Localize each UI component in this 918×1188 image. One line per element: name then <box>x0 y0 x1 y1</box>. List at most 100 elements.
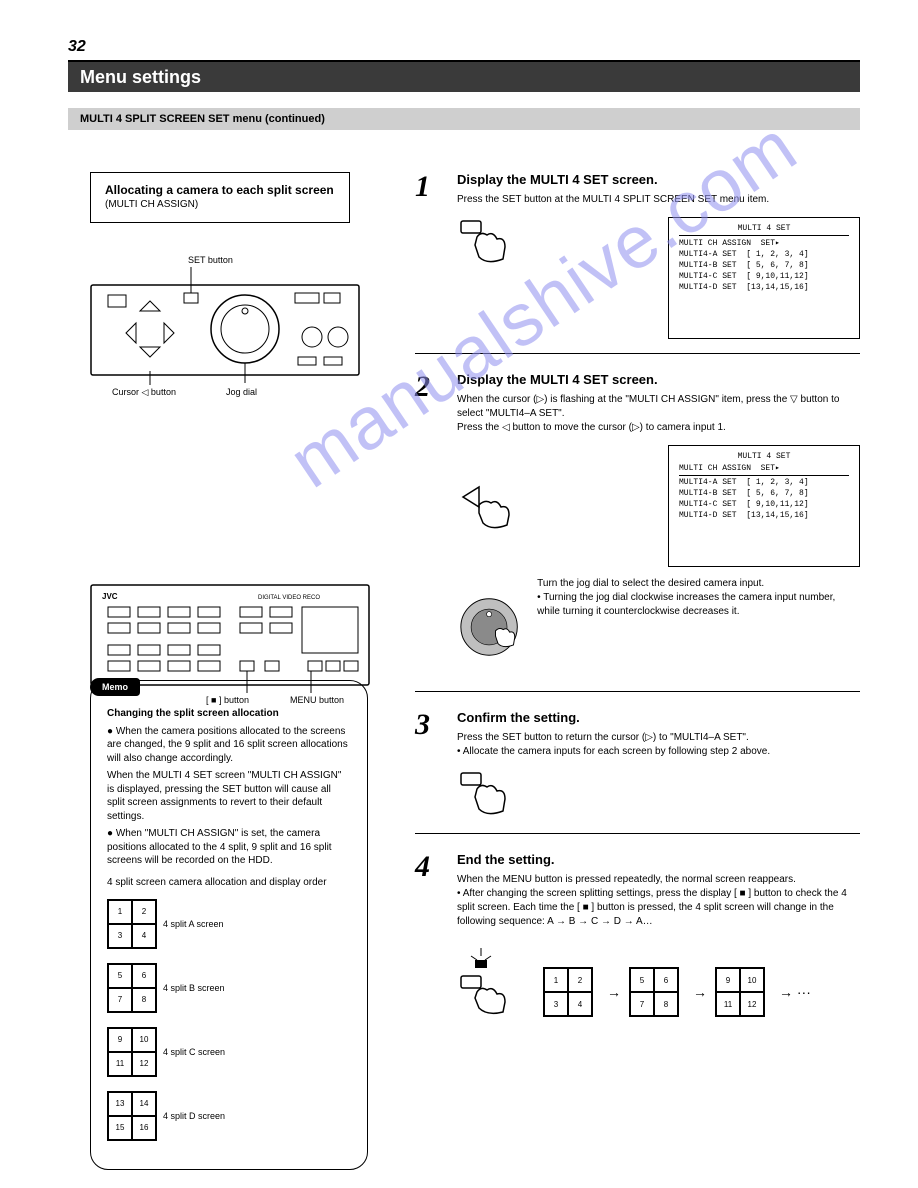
cell: 4 <box>568 992 592 1016</box>
cell: 2 <box>568 968 592 992</box>
cell: 3 <box>108 924 132 948</box>
cell: 11 <box>716 992 740 1016</box>
cell: 5 <box>630 968 654 992</box>
step-4-title: End the setting. <box>457 852 860 867</box>
chapter-bar: Menu settings <box>68 60 860 92</box>
cell: 12 <box>132 1052 156 1076</box>
control-panel-diagram: SET button Cursor ◁ button Jog dial <box>90 267 370 387</box>
step-number: 3 <box>415 710 443 819</box>
step-number: 2 <box>415 372 443 677</box>
screen-row: MULTI CH ASSIGN SET▸ <box>679 238 849 248</box>
chapter-title: Menu settings <box>68 62 860 92</box>
screen-row: MULTI4-B SET [ 5, 6, 7, 8] <box>679 489 849 498</box>
screen-row: MULTI4-C SET [ 9,10,11,12] <box>679 500 849 509</box>
cell: 16 <box>132 1116 156 1140</box>
step-2-sub: Turn the jog dial to select the desired … <box>537 577 860 619</box>
step-3: 3 Confirm the setting. Press the SET but… <box>415 710 860 819</box>
cell: 6 <box>132 964 156 988</box>
grid-label: 4 split A screen <box>163 918 224 930</box>
memo-p1: ● When the camera positions allocated to… <box>107 725 351 766</box>
memo-p2: When the MULTI 4 SET screen "MULTI CH AS… <box>107 769 351 823</box>
cell: 9 <box>716 968 740 992</box>
cell: 4 <box>132 924 156 948</box>
cell: 6 <box>654 968 678 992</box>
arrow-icon: → ··· <box>779 984 811 1000</box>
right-column: 1 Display the MULTI 4 SET screen. Press … <box>415 172 860 1029</box>
step-2-title: Display the MULTI 4 SET screen. <box>457 372 860 387</box>
step-number: 4 <box>415 852 443 1021</box>
cell: 1 <box>108 900 132 924</box>
grid-label: 4 split C screen <box>163 1046 225 1058</box>
grid-sequence: 12 34 → 56 78 → 910 1112 → ··· <box>543 963 811 1021</box>
label-set-button: SET button <box>188 255 233 265</box>
cell: 7 <box>630 992 654 1016</box>
screen-row: MULTI CH ASSIGN SET▸ <box>679 463 849 473</box>
cell: 13 <box>108 1092 132 1116</box>
cell: 9 <box>108 1028 132 1052</box>
panel-svg-1 <box>90 267 360 387</box>
cell: 10 <box>132 1028 156 1052</box>
memo-grid-b: 5 6 7 8 4 split B screen <box>107 959 351 1017</box>
label-cursor-left: Cursor ◁ button <box>112 387 176 398</box>
step-2: 2 Display the MULTI 4 SET screen. When t… <box>415 372 860 677</box>
cell: 5 <box>108 964 132 988</box>
memo-grid-c: 9 10 11 12 4 split C screen <box>107 1023 351 1081</box>
cell: 3 <box>544 992 568 1016</box>
step-3-text: Press the SET button to return the curso… <box>457 731 860 759</box>
memo-grid-d: 13 14 15 16 4 split D screen <box>107 1087 351 1145</box>
screen-row: MULTI4-D SET [13,14,15,16] <box>679 511 849 520</box>
topic-box: Allocating a camera to each split screen… <box>90 172 350 223</box>
screen-row: MULTI4-B SET [ 5, 6, 7, 8] <box>679 261 849 270</box>
screen-1: MULTI 4 SET MULTI CH ASSIGN SET▸ MULTI4-… <box>668 217 860 339</box>
arrow-icon: → <box>693 984 707 1000</box>
memo-heading: Changing the split screen allocation <box>107 707 351 721</box>
left-column: Allocating a camera to each split screen… <box>90 172 380 387</box>
cell: 7 <box>108 988 132 1012</box>
cell: 8 <box>654 992 678 1016</box>
memo-tab: Memo <box>90 678 140 696</box>
hand-press-left-icon <box>457 481 517 531</box>
step-1-text: Press the SET button at the MULTI 4 SPLI… <box>457 193 860 207</box>
screen-row: MULTI4-A SET [ 1, 2, 3, 4] <box>679 478 849 487</box>
step-1-title: Display the MULTI 4 SET screen. <box>457 172 860 187</box>
screen-2: MULTI 4 SET MULTI CH ASSIGN SET▸ MULTI4-… <box>668 445 860 567</box>
memo-box: Memo Changing the split screen allocatio… <box>90 680 368 1170</box>
label-jog-dial: Jog dial <box>226 387 257 397</box>
grid-label: 4 split B screen <box>163 982 225 994</box>
jog-dial-icon <box>457 577 521 677</box>
step-1: 1 Display the MULTI 4 SET screen. Press … <box>415 172 860 339</box>
cell: 8 <box>132 988 156 1012</box>
screen-title: MULTI 4 SET <box>679 452 849 461</box>
svg-text:JVC: JVC <box>102 592 118 601</box>
cell: 11 <box>108 1052 132 1076</box>
cell: 1 <box>544 968 568 992</box>
svg-text:DIGITAL VIDEO RECO: DIGITAL VIDEO RECO <box>258 595 320 601</box>
divider <box>415 691 860 692</box>
cell: 10 <box>740 968 764 992</box>
grid-label: 4 split D screen <box>163 1110 225 1122</box>
cell: 12 <box>740 992 764 1016</box>
cell: 14 <box>132 1092 156 1116</box>
step-number: 1 <box>415 172 443 339</box>
memo-grid-a: 1 2 3 4 4 split A screen <box>107 895 351 953</box>
step-2-text: When the cursor (▷) is flashing at the "… <box>457 393 860 435</box>
arrow-icon: → <box>607 984 621 1000</box>
step-4-text: When the MENU button is pressed repeated… <box>457 873 860 929</box>
screen-title: MULTI 4 SET <box>679 224 849 233</box>
cell: 2 <box>132 900 156 924</box>
screen-row: MULTI4-C SET [ 9,10,11,12] <box>679 272 849 281</box>
page-number: 32 <box>68 38 86 56</box>
topic-subtitle: (MULTI CH ASSIGN) <box>105 199 335 210</box>
section-bar: MULTI 4 SPLIT SCREEN SET menu (continued… <box>68 108 860 130</box>
split-button-icon <box>457 946 517 1016</box>
step-3-title: Confirm the setting. <box>457 710 860 725</box>
memo-p3: ● When "MULTI CH ASSIGN" is set, the cam… <box>107 827 351 868</box>
hand-press-icon <box>457 769 517 819</box>
divider <box>415 833 860 834</box>
hand-press-icon <box>457 217 517 267</box>
topic-title: Allocating a camera to each split screen <box>105 183 335 197</box>
step-4: 4 End the setting. When the MENU button … <box>415 852 860 1021</box>
screen-row: MULTI4-A SET [ 1, 2, 3, 4] <box>679 250 849 259</box>
memo-grid-header: 4 split screen camera allocation and dis… <box>107 876 351 890</box>
divider <box>415 353 860 354</box>
